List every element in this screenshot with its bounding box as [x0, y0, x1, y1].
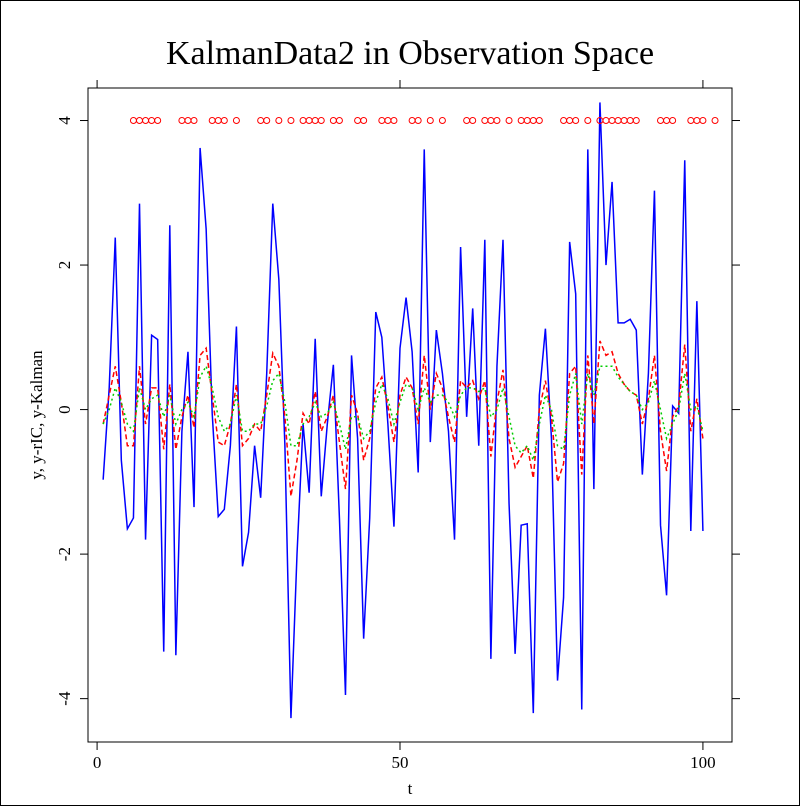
point — [335, 117, 343, 125]
point — [390, 117, 398, 125]
point — [535, 117, 543, 125]
y-tick-label: -4 — [55, 691, 74, 706]
point — [263, 117, 271, 125]
point — [154, 117, 162, 125]
point — [632, 117, 640, 125]
point — [360, 117, 368, 125]
y-tick-label: 4 — [55, 116, 74, 125]
y-tick-label: -2 — [55, 547, 74, 561]
plot-box — [87, 87, 733, 743]
point — [275, 117, 283, 125]
y-axis-label: y, y-rIC, y-Kalman — [27, 350, 46, 480]
x-tick-label: 50 — [392, 753, 409, 772]
point — [426, 117, 434, 125]
point — [190, 117, 198, 125]
point — [220, 117, 228, 125]
point — [572, 117, 580, 125]
y-tick-label: 0 — [55, 405, 74, 414]
point — [493, 117, 501, 125]
point — [317, 117, 325, 125]
point — [669, 117, 677, 125]
y-tick-label: 2 — [55, 261, 74, 270]
chart-title: KalmanData2 in Observation Space — [166, 35, 654, 72]
point — [584, 117, 592, 125]
x-axis-label: t — [408, 779, 413, 798]
series-line — [102, 102, 704, 719]
x-tick-label: 0 — [93, 753, 102, 772]
x-tick-label: 100 — [690, 753, 716, 772]
point — [414, 117, 422, 125]
point — [232, 117, 240, 125]
point — [505, 117, 513, 125]
point — [287, 117, 295, 125]
series-line — [102, 340, 704, 497]
point — [438, 117, 446, 125]
point — [711, 117, 719, 125]
point — [699, 117, 707, 125]
point — [469, 117, 477, 125]
